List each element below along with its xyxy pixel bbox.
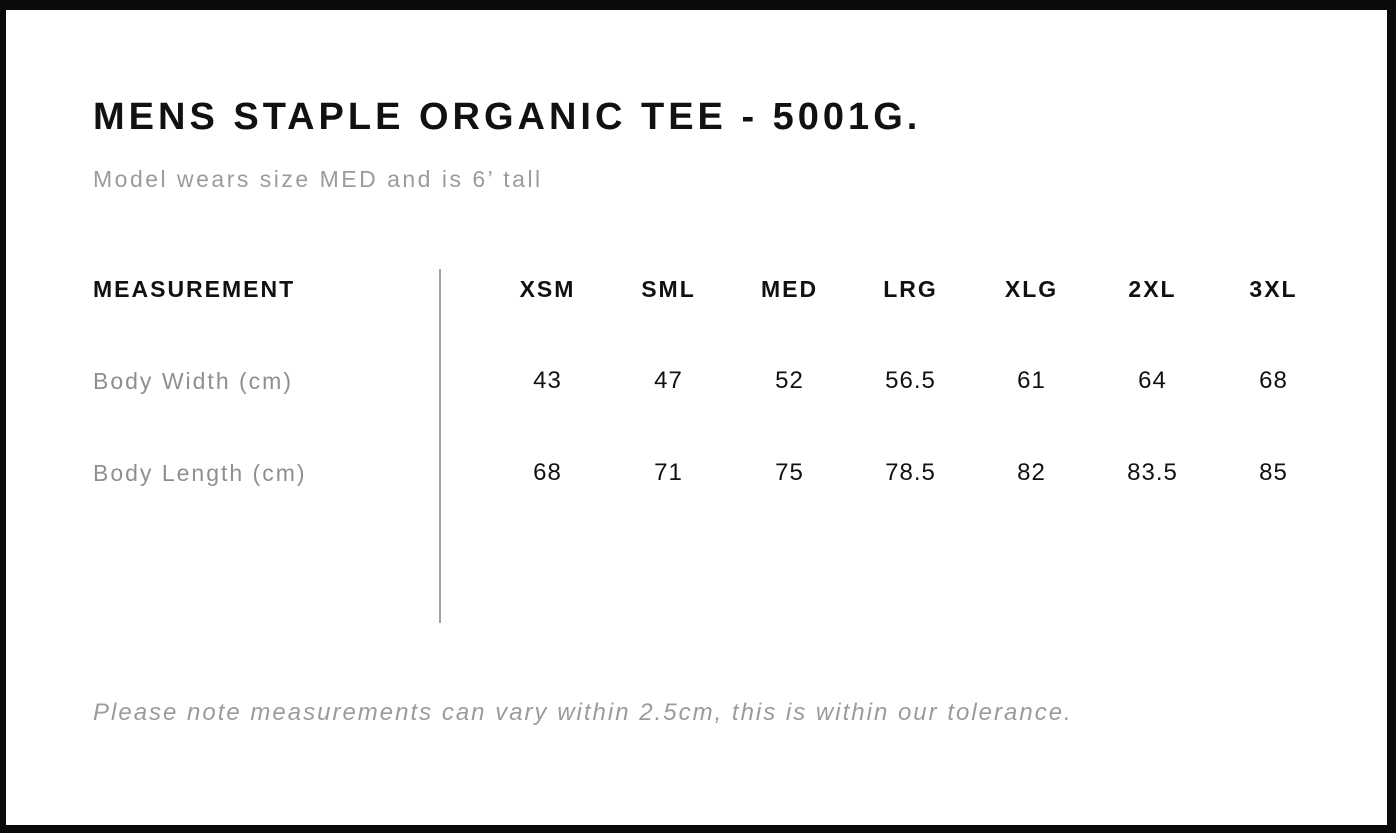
measurement-column-header: MEASUREMENT <box>93 275 296 302</box>
page-title: MENS STAPLE ORGANIC TEE - 5001G. <box>93 96 922 138</box>
size-header-xsm: XSM <box>519 275 576 302</box>
table-row-body-width: Body Width (cm) 43 47 52 56.5 61 64 68 <box>93 361 1343 401</box>
size-table: MEASUREMENT XSM SML MED LRG XLG 2XL 3XL … <box>93 269 1343 623</box>
size-header-xlg: XLG <box>1004 275 1059 302</box>
body-length-2xl: 83.5 <box>1127 459 1178 486</box>
row-label-body-width: Body Width (cm) <box>93 367 293 394</box>
size-header-lrg: LRG <box>883 275 938 302</box>
row-label-body-length: Body Length (cm) <box>93 459 307 486</box>
size-header-med: MED <box>760 275 819 302</box>
body-width-sml: 47 <box>654 367 683 394</box>
size-header-sml: SML <box>641 275 696 302</box>
size-header-2xl: 2XL <box>1128 275 1177 302</box>
vertical-divider <box>439 269 441 623</box>
body-length-3xl: 85 <box>1259 459 1288 486</box>
tolerance-note: Please note measurements can vary within… <box>93 699 1073 726</box>
body-length-xsm: 68 <box>533 459 562 486</box>
body-width-xsm: 43 <box>533 367 562 394</box>
size-table-header-row: MEASUREMENT XSM SML MED LRG XLG 2XL 3XL <box>93 269 1343 309</box>
body-width-lrg: 56.5 <box>885 367 936 394</box>
model-size-note: Model wears size MED and is 6’ tall <box>93 166 543 192</box>
body-length-xlg: 82 <box>1017 459 1046 486</box>
body-length-sml: 71 <box>654 459 683 486</box>
body-width-med: 52 <box>775 367 804 394</box>
table-row-body-length: Body Length (cm) 68 71 75 78.5 82 83.5 8… <box>93 453 1343 493</box>
body-width-2xl: 64 <box>1138 367 1167 394</box>
body-width-xlg: 61 <box>1017 367 1046 394</box>
body-length-lrg: 78.5 <box>885 459 936 486</box>
body-length-med: 75 <box>775 459 804 486</box>
size-header-3xl: 3XL <box>1249 275 1298 302</box>
body-width-3xl: 68 <box>1259 367 1288 394</box>
